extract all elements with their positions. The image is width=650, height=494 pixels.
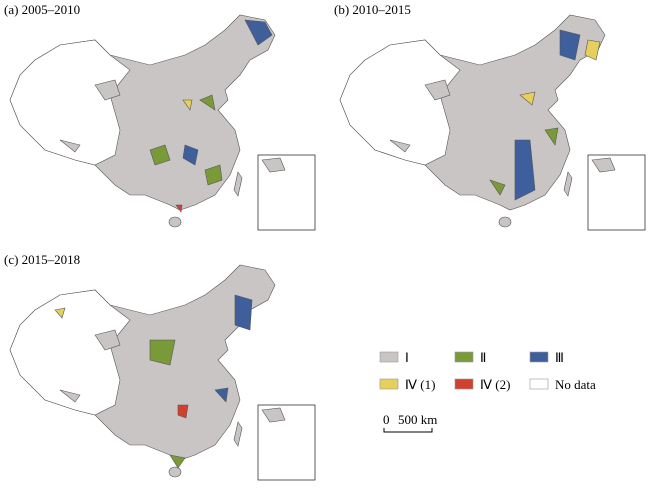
legend-swatch	[379, 378, 399, 390]
legend-label: Ⅲ	[555, 350, 564, 365]
region	[489, 179, 506, 196]
scale-start: 0	[383, 412, 390, 427]
region	[559, 29, 581, 61]
region	[182, 144, 199, 166]
legend-swatch	[454, 378, 474, 390]
legend-swatch	[379, 351, 399, 363]
panel-title: (c) 2015–2018	[4, 252, 80, 267]
region	[584, 39, 601, 61]
region	[177, 404, 189, 419]
scale-end: 500 km	[398, 412, 437, 427]
map-panel-a: (a) 2005–2010	[4, 2, 316, 231]
region	[204, 164, 223, 186]
legend-label: Ⅳ (1)	[405, 377, 435, 392]
legend-label: Ⅰ	[405, 350, 409, 365]
panel-title: (b) 2010–2015	[334, 2, 411, 17]
region	[199, 94, 216, 111]
legend-label: Ⅱ	[480, 350, 486, 365]
region	[149, 339, 176, 366]
legend-label: No data	[555, 377, 596, 392]
legend-label: Ⅳ (2)	[480, 377, 510, 392]
region	[234, 294, 253, 331]
map-panel-b: (b) 2010–2015	[334, 2, 646, 231]
region	[244, 19, 273, 46]
legend-swatch	[529, 378, 549, 390]
region	[514, 139, 536, 201]
legend-swatch	[454, 351, 474, 363]
region	[149, 144, 171, 166]
legend-swatch	[529, 351, 549, 363]
region	[214, 387, 229, 403]
region	[182, 99, 193, 111]
scale-bar	[383, 428, 433, 433]
region	[519, 91, 536, 106]
region	[169, 454, 186, 469]
region	[175, 204, 183, 213]
panel-title: (a) 2005–2010	[4, 2, 80, 17]
map-panel-c: (c) 2015–2018	[4, 252, 316, 481]
region	[544, 127, 559, 146]
legend: Ⅰ Ⅱ Ⅲ Ⅳ (1) Ⅳ (2) No data	[379, 350, 596, 392]
region	[54, 307, 66, 319]
